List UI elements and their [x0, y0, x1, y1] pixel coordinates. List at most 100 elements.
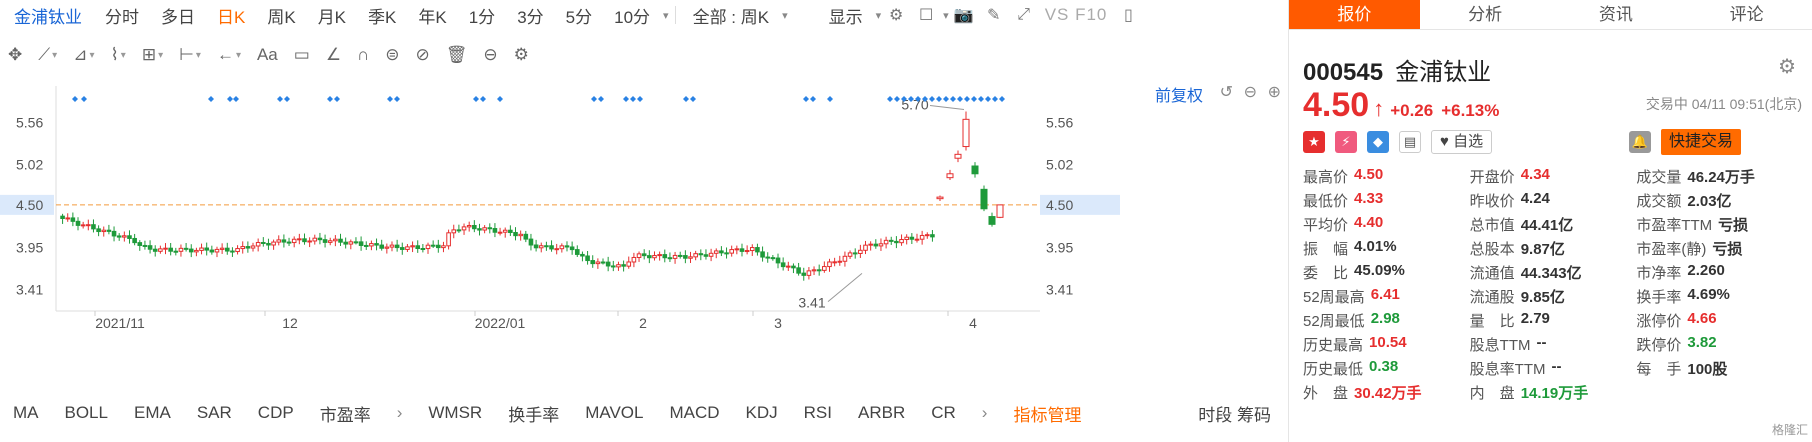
candle-body — [703, 254, 709, 257]
channel-tool-icon[interactable]: ⊿ ▾ — [73, 45, 95, 64]
event-marker — [591, 96, 597, 102]
reset-icon[interactable]: ↺ — [1219, 84, 1233, 101]
bell-icon[interactable]: 🔔 — [1629, 131, 1651, 153]
gear-icon[interactable]: ⚙ — [888, 7, 904, 24]
quote-label: 外 盘 — [1303, 384, 1349, 402]
candle-body — [621, 264, 626, 267]
quote-label: 总市值 — [1469, 216, 1515, 234]
period-tab[interactable]: 5分 — [565, 7, 593, 27]
quote-label: 流通值 — [1469, 264, 1515, 282]
eye-icon[interactable]: ⊜ — [385, 45, 400, 64]
session-chip-button[interactable]: 时段 筹码 — [1198, 405, 1271, 425]
stock-name[interactable]: 金浦钛业 — [14, 7, 82, 27]
period-tab[interactable]: 周K — [267, 7, 296, 27]
candle-body — [358, 241, 364, 246]
text-tool[interactable]: Aa — [256, 45, 278, 64]
indicator-macd[interactable]: MACD — [669, 403, 720, 422]
tab-news[interactable]: 资讯 — [1598, 5, 1633, 24]
indicator-cr[interactable]: CR — [931, 403, 956, 422]
chevron-down-icon[interactable]: ▾ — [663, 9, 669, 22]
measure-tool-icon[interactable]: ⊢ ▾ — [179, 45, 201, 64]
indicator-cdp[interactable]: CDP — [257, 403, 294, 422]
fullscreen-icon[interactable]: ⤢ — [1017, 6, 1031, 23]
chevron-down-icon[interactable]: ▾ — [782, 9, 788, 22]
quick-trade-button[interactable]: 快捷交易 — [1661, 129, 1742, 155]
display-menu[interactable]: 显示 — [828, 7, 863, 27]
zoom-in-icon[interactable]: ⊕ — [1267, 84, 1281, 101]
indicator-sar[interactable]: SAR — [196, 403, 232, 422]
candle-body — [405, 246, 410, 250]
quote-row: 52周最低 2.98 量 比 2.79 涨停价 4.66 — [1303, 308, 1803, 332]
candle-body — [230, 250, 235, 253]
period-tab[interactable]: 年K — [418, 7, 447, 27]
tag-icon[interactable]: ◆ — [1367, 131, 1389, 153]
sidebar-toggle-icon[interactable]: ▯ — [1123, 7, 1133, 24]
tab-comments[interactable]: 评论 — [1729, 5, 1764, 24]
pencil-icon[interactable]: ✎ — [986, 7, 1001, 24]
period-tab[interactable]: 3分 — [517, 7, 544, 27]
indicator-manage-button[interactable]: 指标管理 — [1013, 405, 1082, 425]
period-tab[interactable]: 月K — [317, 7, 347, 27]
line-tool-icon[interactable]: ⟋ ▾ — [38, 45, 58, 64]
quote-cell: 振 幅 4.01% — [1303, 238, 1470, 259]
candle-body — [508, 229, 513, 234]
candle-body — [698, 253, 704, 256]
period-tab[interactable]: 10分 — [614, 7, 651, 27]
indicator-ma[interactable]: MA — [13, 403, 39, 422]
quote-label: 历史最低 — [1303, 360, 1364, 378]
note-icon[interactable]: ▤ — [1399, 131, 1421, 153]
kline-chart[interactable]: 5.56 5.02 4.50 3.95 3.41 2021/11 12 2022/01 2 3 4 5… — [0, 76, 1285, 392]
adjust-mode[interactable]: 前复权 — [1154, 88, 1203, 105]
candle-body — [168, 247, 173, 252]
period-tab[interactable]: 季K — [368, 7, 397, 27]
chevron-down-icon[interactable]: ▾ — [943, 9, 949, 22]
indicator-arbr[interactable]: ARBR — [858, 403, 906, 422]
quote-value: 亏损 — [1718, 216, 1749, 234]
gear-icon[interactable]: ⚙ — [1778, 56, 1796, 78]
square-icon[interactable]: ☐ — [918, 7, 934, 24]
period-tab[interactable]: 分时 — [105, 7, 139, 27]
candle-body — [713, 250, 719, 254]
chevron-right-icon[interactable]: › — [981, 403, 988, 422]
add-watchlist-button[interactable]: ♥ 自选 — [1431, 130, 1493, 154]
period-tab-active[interactable]: 日K — [217, 7, 246, 27]
range-select[interactable]: 全部 : 周K — [692, 7, 770, 27]
camera-icon[interactable]: 📷 — [953, 7, 974, 24]
fib-tool-icon[interactable]: ⊞ ▾ — [141, 45, 164, 64]
chevron-right-icon[interactable]: › — [396, 403, 403, 422]
indicator-rsi[interactable]: RSI — [803, 403, 832, 422]
period-tab[interactable]: 多日 — [161, 7, 195, 27]
candle-body — [647, 255, 652, 259]
magnet-icon[interactable]: ∩ — [357, 45, 370, 64]
indicator-mavol[interactable]: MAVOL — [585, 403, 644, 422]
hot-icon[interactable]: ⚡ — [1335, 131, 1357, 153]
vs-f10-button[interactable]: VS F10 — [1044, 5, 1108, 24]
indicator-turnover[interactable]: 换手率 — [508, 405, 560, 425]
period-tab[interactable]: 1分 — [468, 7, 496, 27]
move-icon[interactable]: ✥ — [8, 45, 23, 64]
angle-icon[interactable]: ∠ — [325, 45, 342, 64]
indicator-kdj[interactable]: KDJ — [745, 403, 778, 422]
quote-value: 0.38 — [1369, 357, 1399, 375]
event-marker — [887, 96, 893, 102]
tab-analysis[interactable]: 分析 — [1468, 5, 1503, 24]
chevron-down-icon[interactable]: ▾ — [875, 9, 882, 22]
indicator-wmsr[interactable]: WMSR — [428, 403, 483, 422]
indicator-boll[interactable]: BOLL — [64, 403, 108, 422]
candle-body — [194, 249, 199, 253]
trash-icon[interactable]: 🗑 — [445, 45, 468, 64]
quote-label: 52周最高 — [1303, 288, 1365, 306]
link-icon[interactable]: ⊖ — [483, 45, 498, 64]
comment-icon[interactable]: ▭ — [293, 45, 310, 64]
arrow-tool-icon[interactable]: ← ▾ — [216, 45, 241, 64]
event-marker — [208, 96, 214, 102]
indicator-pe[interactable]: 市盈率 — [319, 405, 371, 425]
settings-icon[interactable]: ⚙ — [513, 45, 529, 64]
tab-quote[interactable]: 报价 — [1289, 0, 1420, 29]
indicator-ema[interactable]: EMA — [133, 403, 171, 422]
quote-label: 量 比 — [1469, 312, 1515, 330]
wave-tool-icon[interactable]: ⌇ ▾ — [110, 45, 126, 64]
hide-icon[interactable]: ⊘ — [415, 45, 430, 64]
zoom-out-icon[interactable]: ⊖ — [1243, 84, 1257, 101]
candlestick-svg[interactable]: 5.56 5.02 4.50 3.95 3.41 2021/11 12 2022/01 2 3 4 5… — [0, 76, 1120, 392]
